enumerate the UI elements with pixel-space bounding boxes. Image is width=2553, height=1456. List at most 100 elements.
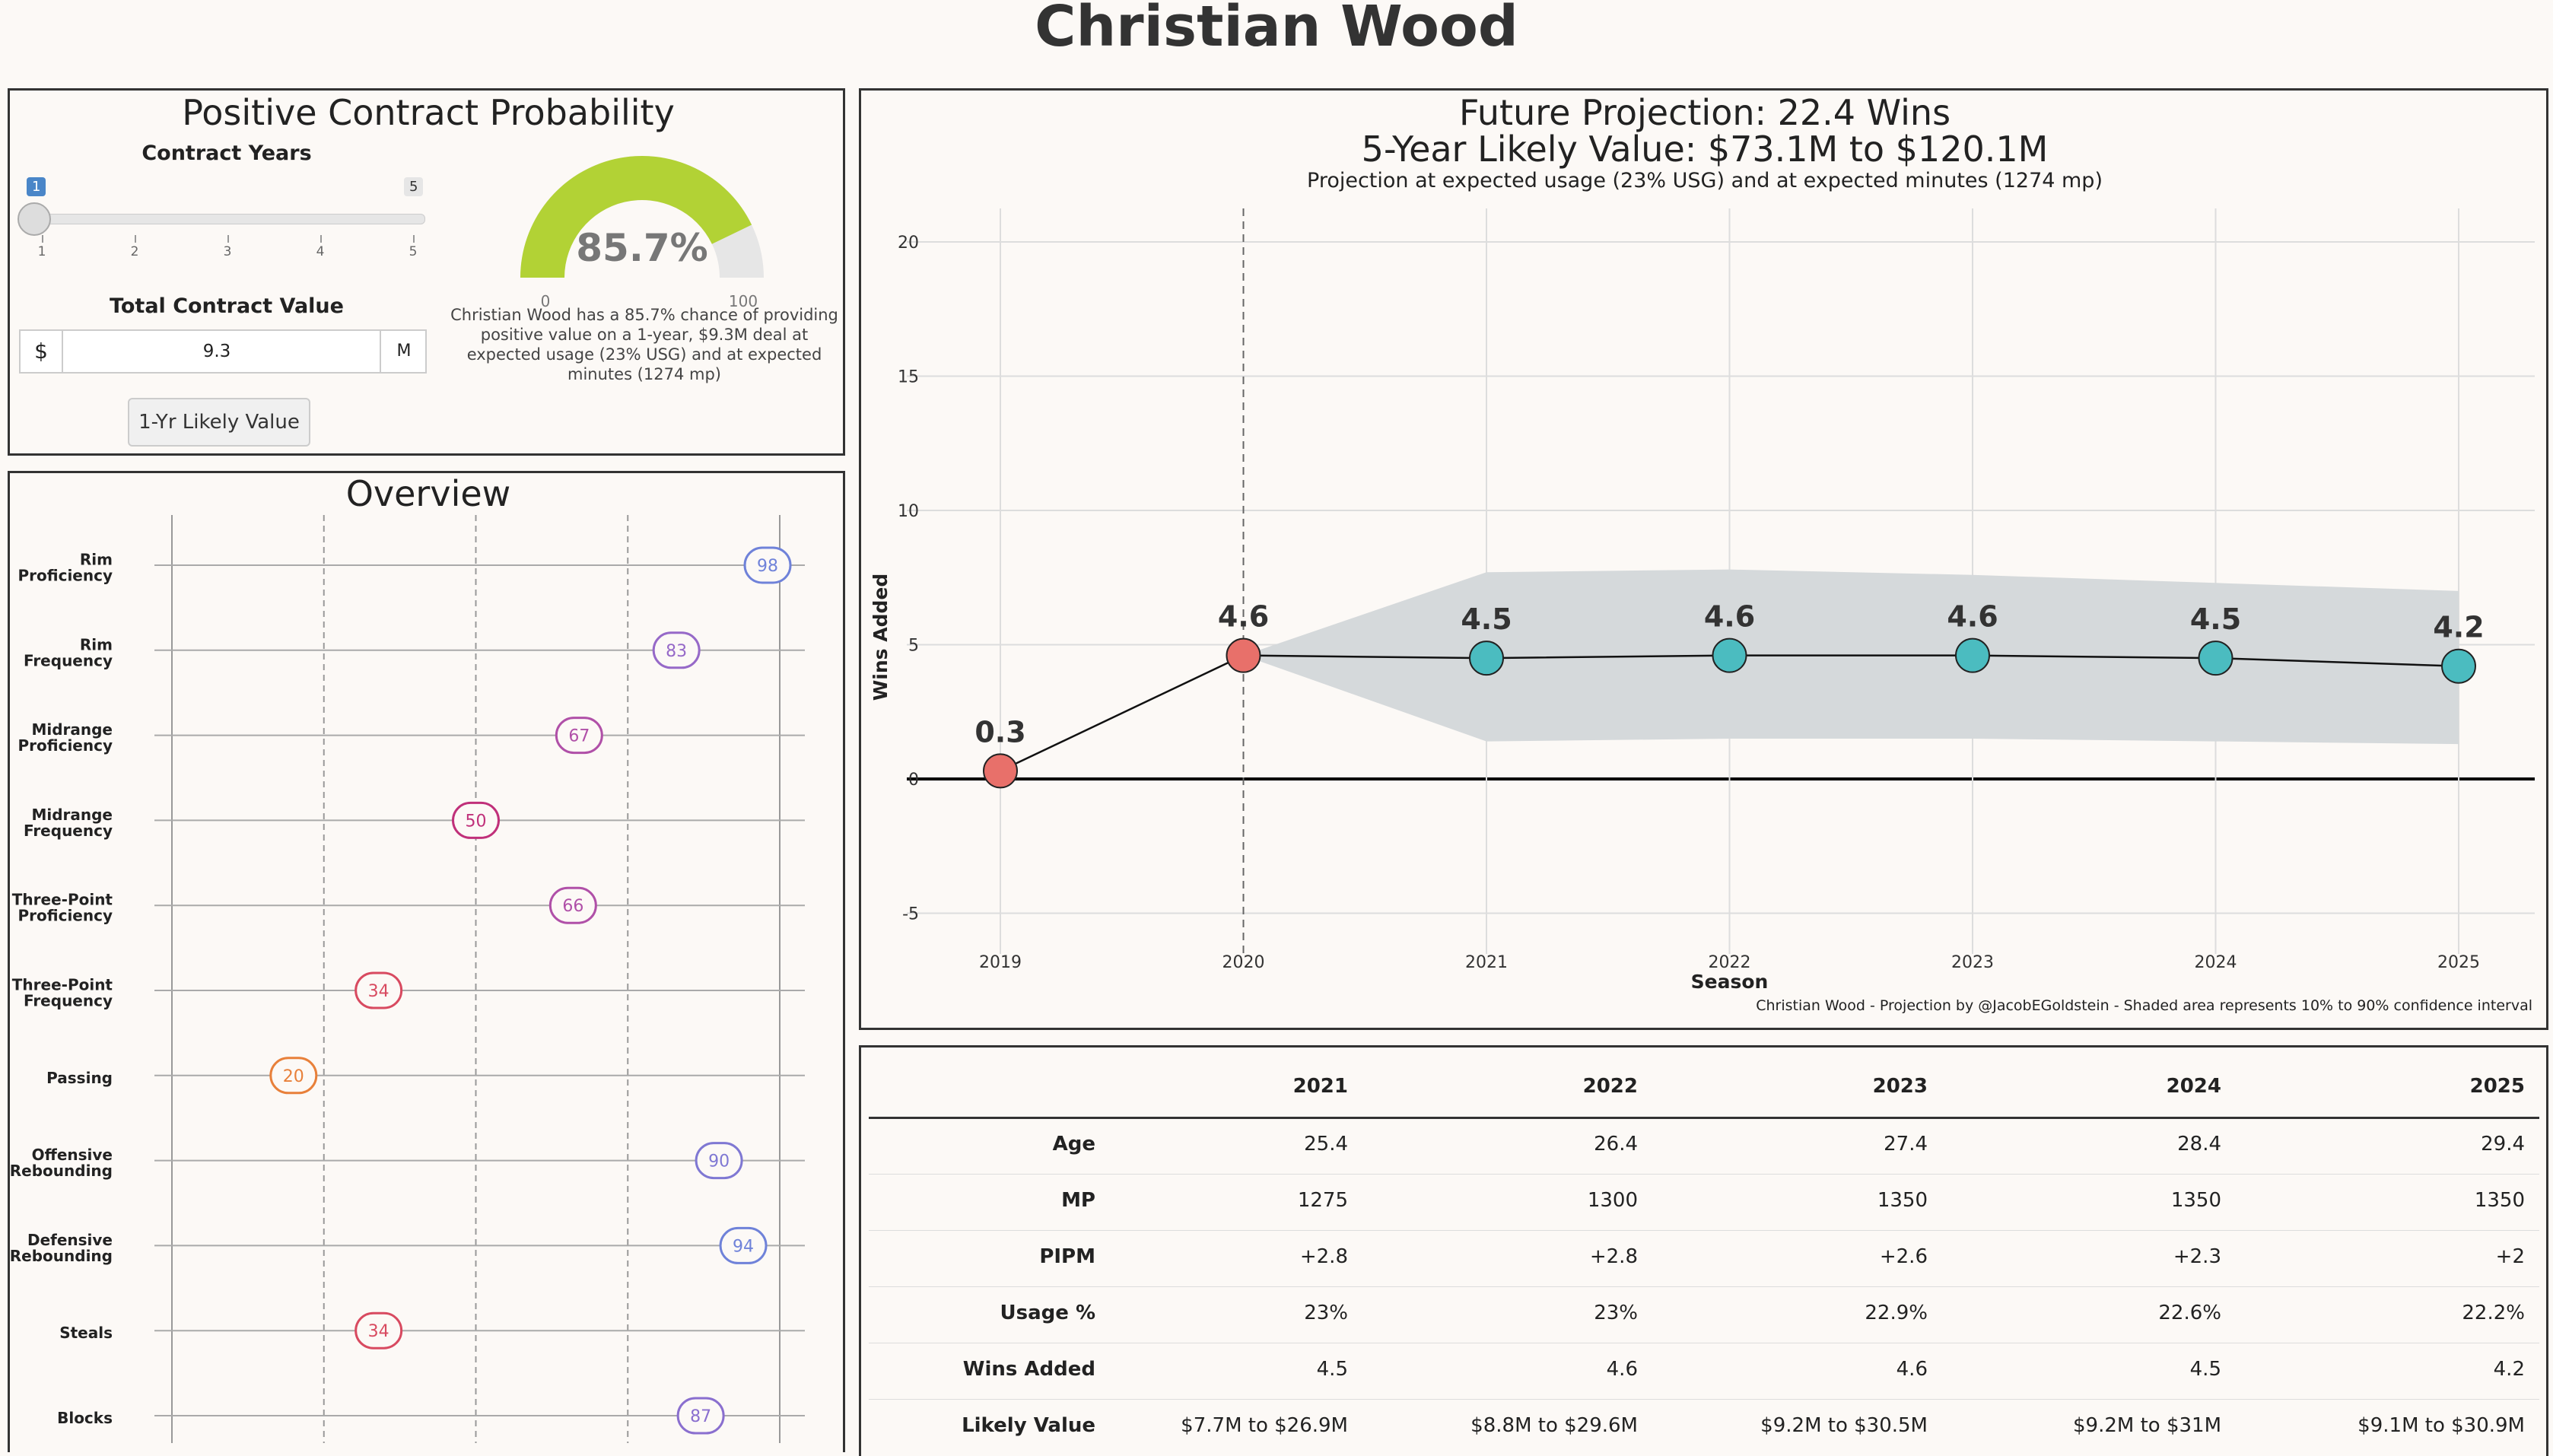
table-cell: +2.3 [2173,1245,2221,1268]
table-row-divider [869,1230,2539,1231]
overview-item-label: Midrange [31,720,113,739]
x-axis-label: Season [1691,971,1769,993]
overview-panel: Overview Rim Proficiency 98 Rim Frequency 83 M… [8,471,845,1452]
x-tick-label: 2021 [1465,953,1508,972]
projection-panel: Future Projection: 22.4 Wins 5-Year Like… [859,88,2548,1030]
overview-score-value: 34 [368,1322,389,1341]
slider-tick [42,235,43,243]
projected-point [2198,641,2233,676]
table-cell: +2.8 [1299,1245,1348,1268]
gauge-max-label: 100 [729,292,758,310]
x-tick-label: 2020 [1222,953,1265,972]
slider-tick-label: 4 [316,244,325,259]
historical-point [983,753,1018,789]
y-tick-label: 10 [898,502,919,521]
y-tick-label: 15 [898,368,919,387]
table-cell: 4.2 [2493,1358,2525,1381]
overview-score-badge [719,1226,768,1264]
projected-point [1469,641,1504,676]
table-cell: 22.6% [2158,1302,2221,1324]
overview-score-value: 98 [757,557,778,576]
overview-score-value: 83 [666,642,687,661]
overview-item-label: Offensive [32,1146,113,1164]
slider-tick-label: 3 [223,244,232,259]
description-line: Christian Wood has a 85.7% chance of pro… [450,306,838,324]
table-cell: 29.4 [2481,1133,2525,1156]
table-cell: 4.5 [2189,1358,2221,1381]
historical-point [1226,637,1261,673]
overview-item-label: Steals [59,1324,113,1342]
table-cell: 1350 [2170,1189,2221,1212]
slider-tick [413,235,415,243]
projected-point [1955,637,1990,673]
table-row-label: MP [1061,1189,1095,1212]
table-cell: +2.8 [1589,1245,1638,1268]
overview-item-label: Blocks [57,1409,113,1427]
table-cell: 4.5 [1316,1358,1348,1381]
table-cell: $9.2M to $30.5M [1760,1414,1928,1437]
contract-panel: Positive Contract Probability Contract Y… [8,88,845,456]
table-cell: +2.6 [1879,1245,1928,1268]
overview-score-value: 50 [466,812,487,831]
overview-score-badge [354,971,403,1009]
currency-prefix: $ [21,331,63,372]
y-tick-label: 20 [898,234,919,253]
table-header-rule [869,1117,2539,1119]
point-value-label: 4.6 [1218,600,1269,634]
overview-item-label: Rim [80,635,113,653]
table-cell: 23% [1594,1302,1638,1324]
overview-item-label: Rim [80,551,113,569]
overview-item-label: Rebounding [10,1162,113,1180]
x-tick-label: 2025 [2437,953,2480,972]
table-cell: 4.6 [1606,1358,1638,1381]
projection-subtitle: 5-Year Likely Value: $73.1M to $120.1M [1361,129,2049,170]
point-value-label: 4.2 [2433,611,2484,644]
table-row-divider [869,1174,2539,1175]
overview-item-label: Frequency [24,822,113,840]
x-tick-label: 2019 [979,953,1022,972]
contract-value-input-group: $ 9.3 M [19,329,427,374]
contract-years-slider[interactable] [34,214,425,224]
description-line: expected usage (23% USG) and at expected [466,345,822,364]
page-title: Christian Wood [1035,0,1518,59]
likely-value-button[interactable]: 1-Yr Likely Value [128,398,310,447]
y-tick-label: 0 [908,771,919,790]
probability-gauge: 85.7% 0 100 [520,155,764,310]
contract-years-label: Contract Years [141,141,312,165]
slider-tick [320,235,322,243]
overview-item-label: Three-Point [12,976,113,994]
contract-value-input[interactable]: 9.3 [202,342,231,361]
overview-score-badge [743,546,792,584]
overview-score-badge [452,801,500,839]
point-value-label: 4.6 [1704,600,1755,634]
overview-item-label: Proficiency [18,567,113,585]
overview-item-label: Frequency [24,992,113,1010]
description-line: positive value on a 1-year, $9.3M deal a… [480,326,809,344]
table-cell: 23% [1304,1302,1348,1324]
table-cell: 25.4 [1304,1133,1348,1156]
y-tick-label: -5 [902,905,919,924]
overview-score-badge [652,631,701,669]
overview-item-label: Rebounding [10,1247,113,1265]
table-cell: $9.1M to $30.9M [2357,1414,2525,1437]
total-contract-value-label: Total Contract Value [110,294,344,318]
contract-years-slider-handle[interactable] [17,202,51,236]
overview-score-value: 67 [568,727,590,746]
overview-score-badge [676,1397,725,1435]
table-cell: 1350 [2474,1189,2525,1212]
overview-score-value: 66 [562,897,583,916]
slider-tick [227,235,229,243]
gauge-fill [520,155,752,278]
table-cell: 22.9% [1865,1302,1928,1324]
slider-tick [135,235,136,243]
table-row-label: Usage % [1000,1302,1095,1324]
table-cell: 27.4 [1884,1133,1928,1156]
slider-tick-label: 5 [409,244,418,259]
overview-score-value: 90 [708,1152,730,1171]
contract-panel-title: Positive Contract Probability [182,92,675,133]
slider-tick-label: 2 [130,244,139,259]
overview-title: Overview [345,473,511,514]
point-value-label: 4.5 [1461,602,1512,636]
projection-title: Future Projection: 22.4 Wins [1458,92,1951,133]
